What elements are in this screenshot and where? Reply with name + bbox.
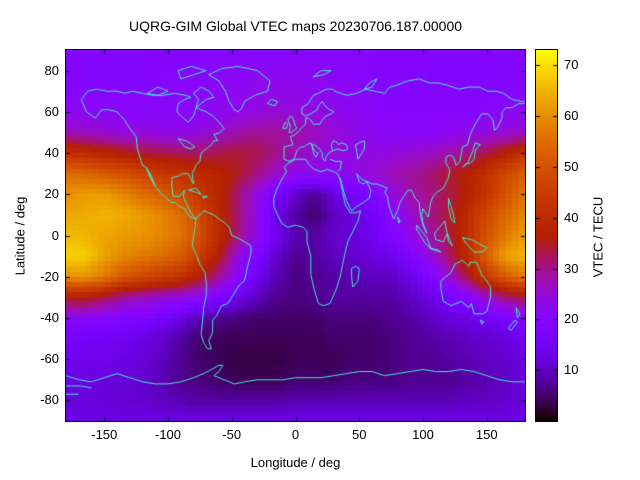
colorbar-tick-label: 30	[564, 260, 579, 276]
y-tick-label: 20	[44, 186, 59, 202]
colorbar-label: VTEC / TECU	[590, 196, 606, 278]
y-tick-label: 80	[44, 62, 59, 78]
colorbar-tick-label: 20	[564, 311, 579, 327]
colorbar-tick-label: 60	[564, 108, 579, 124]
y-tick-label: 60	[44, 103, 59, 119]
colorbar-tick-label: 70	[564, 57, 579, 73]
y-axis-label: Latitude / deg	[12, 196, 28, 276]
y-tick-label: 0	[51, 227, 59, 243]
y-tick-label: 40	[44, 145, 59, 161]
vtec-heatmap-canvas	[66, 50, 525, 421]
plot-area	[65, 49, 526, 422]
x-tick-label: 0	[291, 427, 300, 442]
colorbar-tick-label: 50	[564, 158, 579, 174]
y-tick-label: -80	[40, 392, 59, 408]
x-tick-label: 100	[412, 427, 434, 442]
x-tick-label: -100	[154, 427, 182, 442]
x-tick-label: -50	[222, 427, 242, 442]
colorbar-tick-label: 10	[564, 362, 579, 378]
x-axis-label: Longitude / deg	[250, 455, 341, 470]
y-tick-label: -60	[40, 351, 59, 367]
colorbar-tick-label: 40	[564, 209, 579, 225]
y-tick-label: -20	[40, 268, 59, 284]
y-tick-label: -40	[40, 309, 59, 325]
colorbar-canvas	[536, 50, 557, 421]
x-tick-label: 50	[352, 427, 367, 442]
x-tick-label: 150	[475, 427, 498, 442]
x-tick-label: -150	[91, 427, 118, 442]
chart-title: UQRG-GIM Global VTEC maps 20230706.187.0…	[128, 18, 463, 34]
colorbar	[535, 49, 558, 422]
